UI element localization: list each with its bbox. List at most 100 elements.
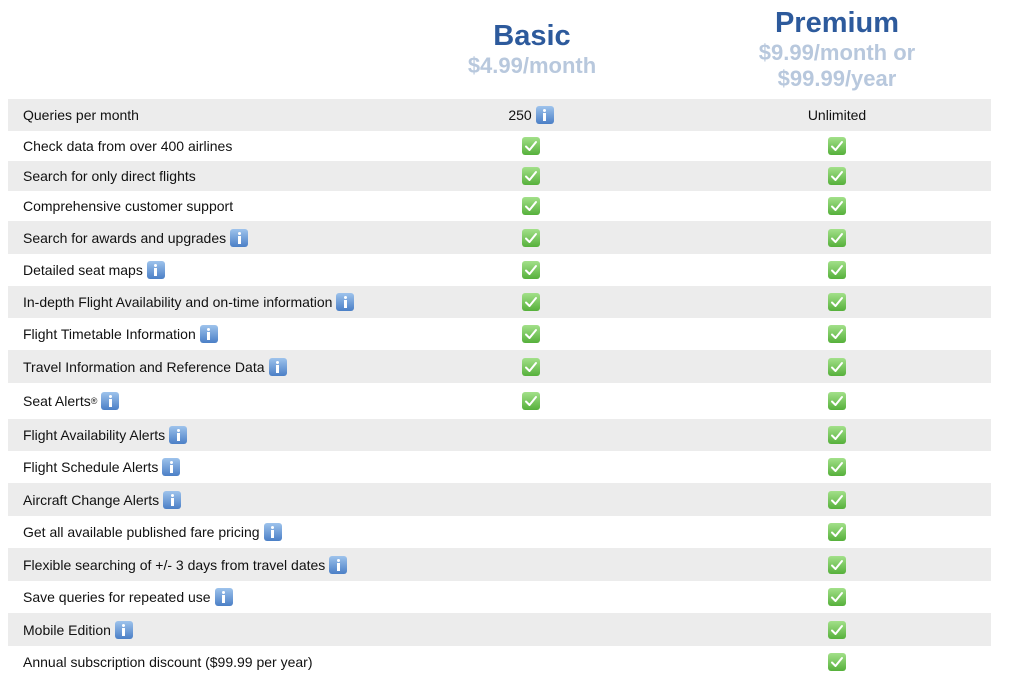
table-row: Flight Schedule Alerts [8,451,991,483]
check-icon [828,261,846,279]
check-icon [828,357,846,376]
premium-value: Unlimited [807,107,867,123]
check-icon [828,652,846,671]
info-icon[interactable] [162,458,181,476]
basic-value: 250 [508,107,532,123]
check-icon [828,137,846,155]
feature-label: Mobile Edition [23,620,133,639]
check-icon [828,588,846,606]
feature-label: Search for awards and upgrades [23,228,249,247]
basic-cell [451,383,611,419]
table-row: Travel Information and Reference Data [8,350,991,383]
premium-cell [757,548,917,581]
info-icon[interactable] [329,555,348,574]
feature-label: Get all available published fare pricing [23,523,282,541]
check-icon [828,197,846,215]
premium-cell [757,419,917,451]
info-icon[interactable] [336,293,355,311]
feature-label: Check data from over 400 airlines [23,138,232,154]
table-row: Comprehensive customer support [8,191,991,221]
plans-header: Basic $4.99/month Premium $9.99/month or… [0,0,1024,100]
premium-cell [757,646,917,677]
table-row: Search for only direct flights [8,161,991,191]
feature-label-text: Flight Timetable Information [23,326,196,342]
premium-cell [757,221,917,254]
plan-basic-price: $4.99/month [467,53,597,78]
feature-label-text: Check data from over 400 airlines [23,138,233,154]
feature-label: Queries per month [23,107,139,123]
info-icon[interactable] [169,426,188,444]
table-row: Save queries for repeated use [8,581,991,613]
basic-cell [451,254,611,286]
table-row: Flight Timetable Information [8,318,991,350]
check-icon [828,392,846,410]
basic-cell [451,221,611,254]
check-icon [828,555,846,574]
check-icon [828,293,846,311]
premium-cell [757,483,917,516]
basic-cell: 250 [451,99,611,131]
info-icon[interactable] [114,620,133,639]
feature-label: Search for only direct flights [23,168,196,184]
feature-label: Flight Schedule Alerts [23,458,181,476]
feature-label-text: Annual subscription discount ($99.99 per… [23,653,313,670]
info-icon[interactable] [163,490,182,509]
feature-label: In-depth Flight Availability and on-time… [23,293,355,311]
table-row: Get all available published fare pricing [8,516,991,548]
table-row: In-depth Flight Availability and on-time… [8,286,991,318]
check-icon [522,293,540,311]
feature-label-text: Aircraft Change Alerts [23,491,160,508]
premium-cell [757,286,917,318]
info-icon[interactable] [263,523,282,541]
info-icon[interactable] [101,392,120,410]
premium-cell: Unlimited [757,99,917,131]
info-icon[interactable] [199,325,218,343]
feature-label: Detailed seat maps [23,261,165,279]
check-icon [828,620,846,639]
feature-label-text: Travel Information and Reference Data [23,358,265,375]
feature-label-text: Queries per month [23,107,139,123]
feature-label-text: Get all available published fare pricing [23,524,260,540]
check-icon [828,458,846,476]
feature-label-text: Flexible searching of +/- 3 days from tr… [23,556,326,573]
feature-comparison-table: Queries per month 250 Unlimited Check data … [8,99,991,677]
basic-cell [451,548,611,581]
check-icon [828,490,846,509]
basic-cell [451,483,611,516]
table-row: Seat Alerts ® [8,383,991,419]
premium-cell [757,350,917,383]
premium-cell [757,254,917,286]
premium-cell [757,516,917,548]
check-icon [522,167,540,185]
plan-basic: Basic $4.99/month [412,20,652,79]
info-icon[interactable] [146,261,165,279]
info-icon[interactable] [535,106,554,124]
premium-cell [757,131,917,161]
basic-cell [451,451,611,483]
basic-cell [451,131,611,161]
premium-cell [757,383,917,419]
feature-label: Seat Alerts ® [23,392,120,410]
table-row: Detailed seat maps [8,254,991,286]
plan-premium-name: Premium [774,7,900,39]
info-icon[interactable] [230,228,249,247]
basic-cell [451,581,611,613]
feature-label: Flight Availability Alerts [23,426,188,444]
plan-basic-name: Basic [493,20,571,52]
premium-cell [757,581,917,613]
table-row: Aircraft Change Alerts [8,483,991,516]
basic-cell [451,191,611,221]
info-icon[interactable] [268,357,287,376]
check-icon [828,167,846,185]
feature-label-text: Flight Availability Alerts [23,427,166,443]
plan-premium-price-line1: $9.99/month or [758,40,916,65]
basic-cell [451,419,611,451]
table-row: Queries per month 250 Unlimited [8,99,991,131]
info-icon[interactable] [214,588,233,606]
check-icon [522,261,540,279]
basic-cell [451,613,611,646]
premium-cell [757,451,917,483]
basic-cell [451,318,611,350]
basic-cell [451,286,611,318]
feature-label-text: Seat Alerts [23,393,91,409]
